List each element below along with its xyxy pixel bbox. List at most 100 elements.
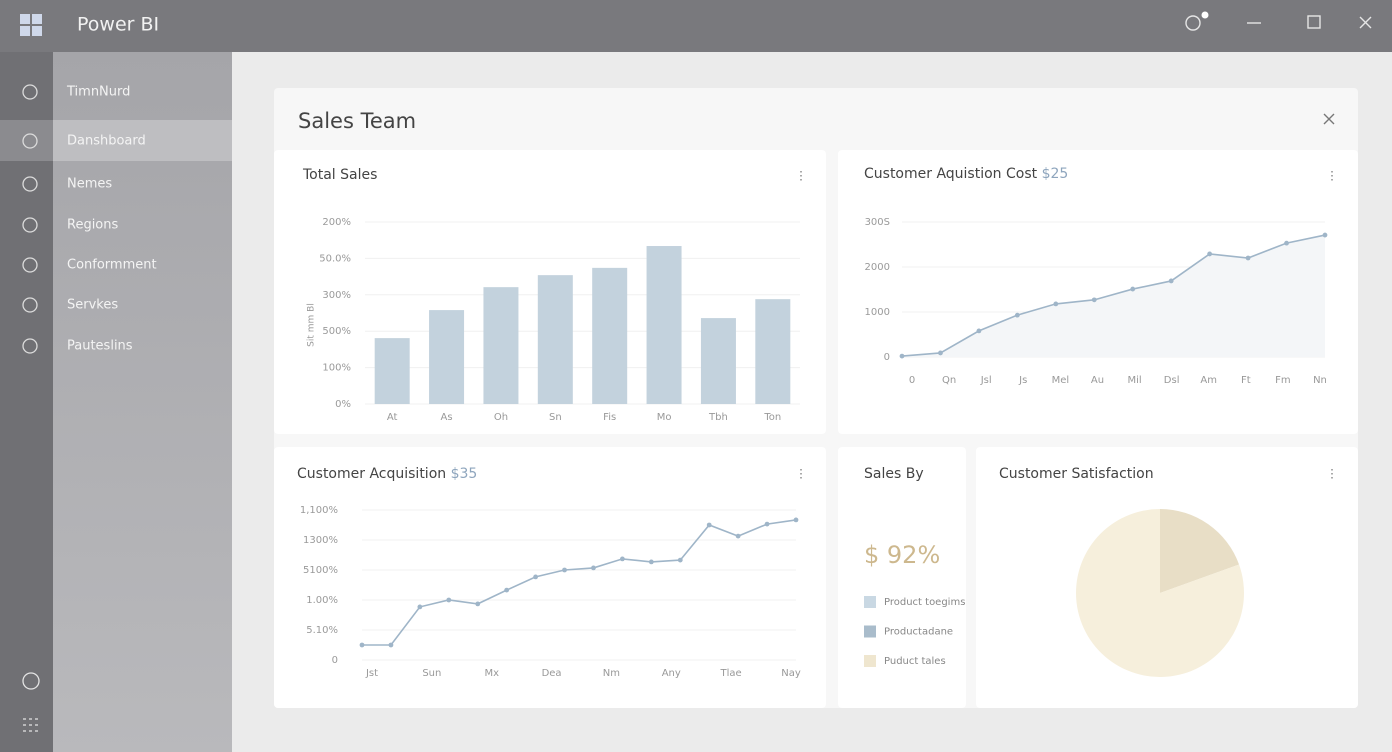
card-menu[interactable]: ⋮ — [795, 169, 807, 183]
point — [1053, 301, 1059, 307]
nav-icon[interactable] — [22, 133, 38, 149]
x-tick-label: 0 — [909, 375, 915, 386]
point — [533, 574, 538, 580]
point — [677, 557, 683, 563]
y-tick-label: 5.10% — [306, 625, 338, 636]
card-title: Total Sales — [302, 167, 377, 183]
x-tick-label: Sun — [422, 668, 441, 679]
maximize[interactable] — [1307, 15, 1321, 29]
bar — [755, 299, 791, 404]
y-tick-label: 1,100% — [300, 505, 338, 516]
nav-icon[interactable] — [22, 84, 38, 100]
nav-icon[interactable] — [22, 297, 38, 313]
title-bar — [0, 0, 1392, 52]
point — [976, 328, 982, 334]
bar — [592, 267, 628, 404]
x-tick-label: Nn — [1313, 375, 1327, 386]
line-area — [902, 235, 1325, 357]
x-tick-label: Am — [1200, 375, 1217, 386]
point — [1322, 232, 1328, 238]
x-tick-label: Js — [1018, 375, 1027, 386]
pie-slice — [1076, 509, 1244, 677]
x-tick-label: Qn — [942, 375, 956, 386]
point — [1245, 255, 1251, 261]
x-tick-label: Mil — [1127, 375, 1141, 386]
nav-item[interactable]: Servkes — [67, 298, 118, 313]
nav-item[interactable]: Conformment — [67, 258, 157, 273]
point — [475, 601, 481, 607]
legend-label: Puduct tales — [884, 656, 946, 667]
card-menu[interactable]: ⋮ — [1326, 169, 1338, 183]
apps-icon[interactable] — [23, 718, 38, 732]
legend-label: Productadane — [884, 627, 953, 638]
card-title-text: Customer Satisfaction — [999, 466, 1154, 482]
point — [446, 597, 452, 603]
panel-title: Sales Team — [298, 109, 416, 133]
y-tick-label: 50.0% — [319, 253, 351, 264]
x-tick-label: Fm — [1275, 375, 1291, 386]
line — [362, 519, 797, 646]
bar — [537, 275, 573, 404]
point — [764, 521, 770, 527]
bar — [700, 318, 736, 404]
notifications[interactable] — [1185, 15, 1201, 31]
y-tick-label: 0% — [335, 399, 351, 410]
x-tick-label: Mel — [1052, 375, 1070, 386]
point — [1207, 251, 1213, 257]
nav-icon[interactable] — [22, 217, 38, 233]
y-tick-label: 0 — [884, 352, 890, 363]
logo — [20, 14, 42, 36]
point — [793, 517, 799, 523]
card-title-accent: $35 — [451, 466, 478, 482]
nav-item[interactable]: Danshboard — [67, 134, 146, 149]
x-tick-label: Tbh — [708, 412, 728, 423]
point — [417, 604, 423, 610]
settings-icon[interactable] — [22, 672, 40, 690]
nav-icon[interactable] — [22, 338, 38, 354]
active-item — [0, 120, 53, 161]
card — [838, 447, 966, 708]
x-tick-label: Jst — [365, 668, 378, 679]
legend-swatch — [864, 596, 876, 608]
x-tick-label: Any — [662, 668, 681, 679]
x-tick-label: Dea — [542, 668, 562, 679]
card-title: Customer Satisfaction — [999, 466, 1154, 482]
bar — [483, 287, 519, 404]
nav-item[interactable]: Pauteslins — [67, 339, 133, 354]
y-tick-label: 1.00% — [306, 595, 338, 606]
point — [388, 642, 394, 648]
x-tick-label: As — [441, 412, 453, 423]
x-tick-label: Tlae — [720, 668, 742, 679]
y-tick-label: 5100% — [303, 565, 338, 576]
card-menu[interactable]: ⋮ — [795, 467, 807, 481]
nav-item[interactable]: Regions — [67, 218, 119, 233]
sidebar — [53, 52, 232, 752]
close-window[interactable] — [1359, 16, 1372, 29]
y-tick-label: 500% — [322, 326, 351, 337]
panel-close[interactable] — [1323, 113, 1335, 125]
nav-icon[interactable] — [22, 176, 38, 192]
x-tick-label: Mx — [484, 668, 499, 679]
point — [620, 556, 625, 562]
nav-icon[interactable] — [22, 257, 38, 273]
point — [938, 350, 943, 356]
point — [648, 559, 654, 565]
nav-item[interactable]: Nemes — [67, 177, 112, 192]
card — [838, 150, 1358, 434]
x-tick-label: Fis — [603, 412, 616, 423]
nav-item[interactable]: TimnNurd — [66, 85, 130, 100]
point — [1014, 312, 1020, 318]
card-menu[interactable]: ⋮ — [1326, 467, 1338, 481]
x-tick-label: Nm — [603, 668, 620, 679]
x-tick-label: Sn — [549, 412, 562, 423]
legend-label: Product toegims — [884, 597, 965, 608]
y-tick-label: 0 — [332, 655, 338, 666]
x-tick-label: Oh — [494, 412, 508, 423]
y-tick-label: 2000 — [865, 262, 890, 273]
x-tick-label: Nay — [781, 668, 801, 679]
point — [706, 522, 712, 528]
y-tick-label: 100% — [322, 363, 351, 374]
bar — [646, 246, 682, 404]
point — [562, 567, 567, 573]
